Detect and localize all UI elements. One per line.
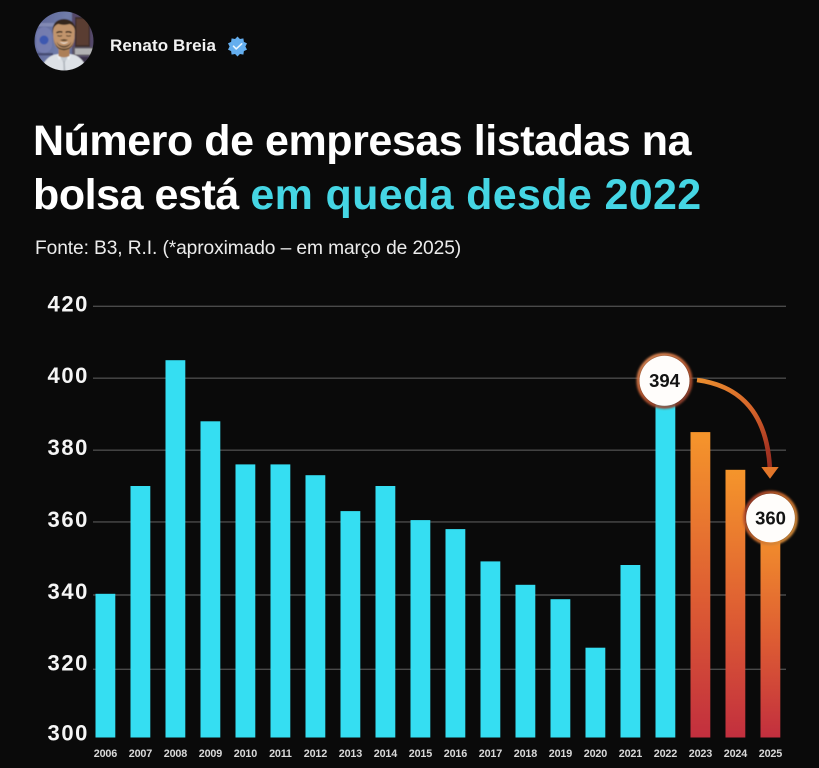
svg-text:394: 394 (649, 370, 681, 391)
svg-text:360: 360 (47, 507, 89, 532)
svg-text:2025: 2025 (759, 748, 782, 760)
svg-text:2024: 2024 (724, 748, 747, 760)
svg-text:2013: 2013 (339, 748, 362, 760)
svg-text:2020: 2020 (584, 748, 607, 760)
svg-text:2017: 2017 (479, 748, 502, 760)
svg-text:380: 380 (47, 435, 89, 460)
svg-text:2016: 2016 (444, 748, 467, 760)
svg-text:2023: 2023 (689, 748, 712, 760)
svg-text:360: 360 (755, 508, 786, 529)
svg-text:2022: 2022 (654, 748, 677, 760)
svg-text:400: 400 (47, 363, 89, 388)
svg-text:2019: 2019 (549, 748, 572, 760)
svg-text:2021: 2021 (619, 748, 642, 760)
svg-text:2007: 2007 (129, 748, 152, 760)
svg-text:2018: 2018 (514, 748, 537, 760)
svg-text:2006: 2006 (94, 748, 117, 760)
svg-text:2012: 2012 (304, 748, 327, 760)
svg-text:2008: 2008 (164, 748, 187, 760)
svg-text:2014: 2014 (374, 748, 397, 760)
svg-text:2010: 2010 (234, 748, 257, 760)
svg-text:340: 340 (47, 579, 89, 604)
svg-text:2011: 2011 (269, 748, 292, 760)
svg-text:420: 420 (47, 291, 89, 316)
svg-text:300: 300 (47, 721, 89, 746)
svg-text:2009: 2009 (199, 748, 222, 760)
svg-text:2015: 2015 (409, 748, 432, 760)
svg-text:320: 320 (47, 651, 89, 676)
